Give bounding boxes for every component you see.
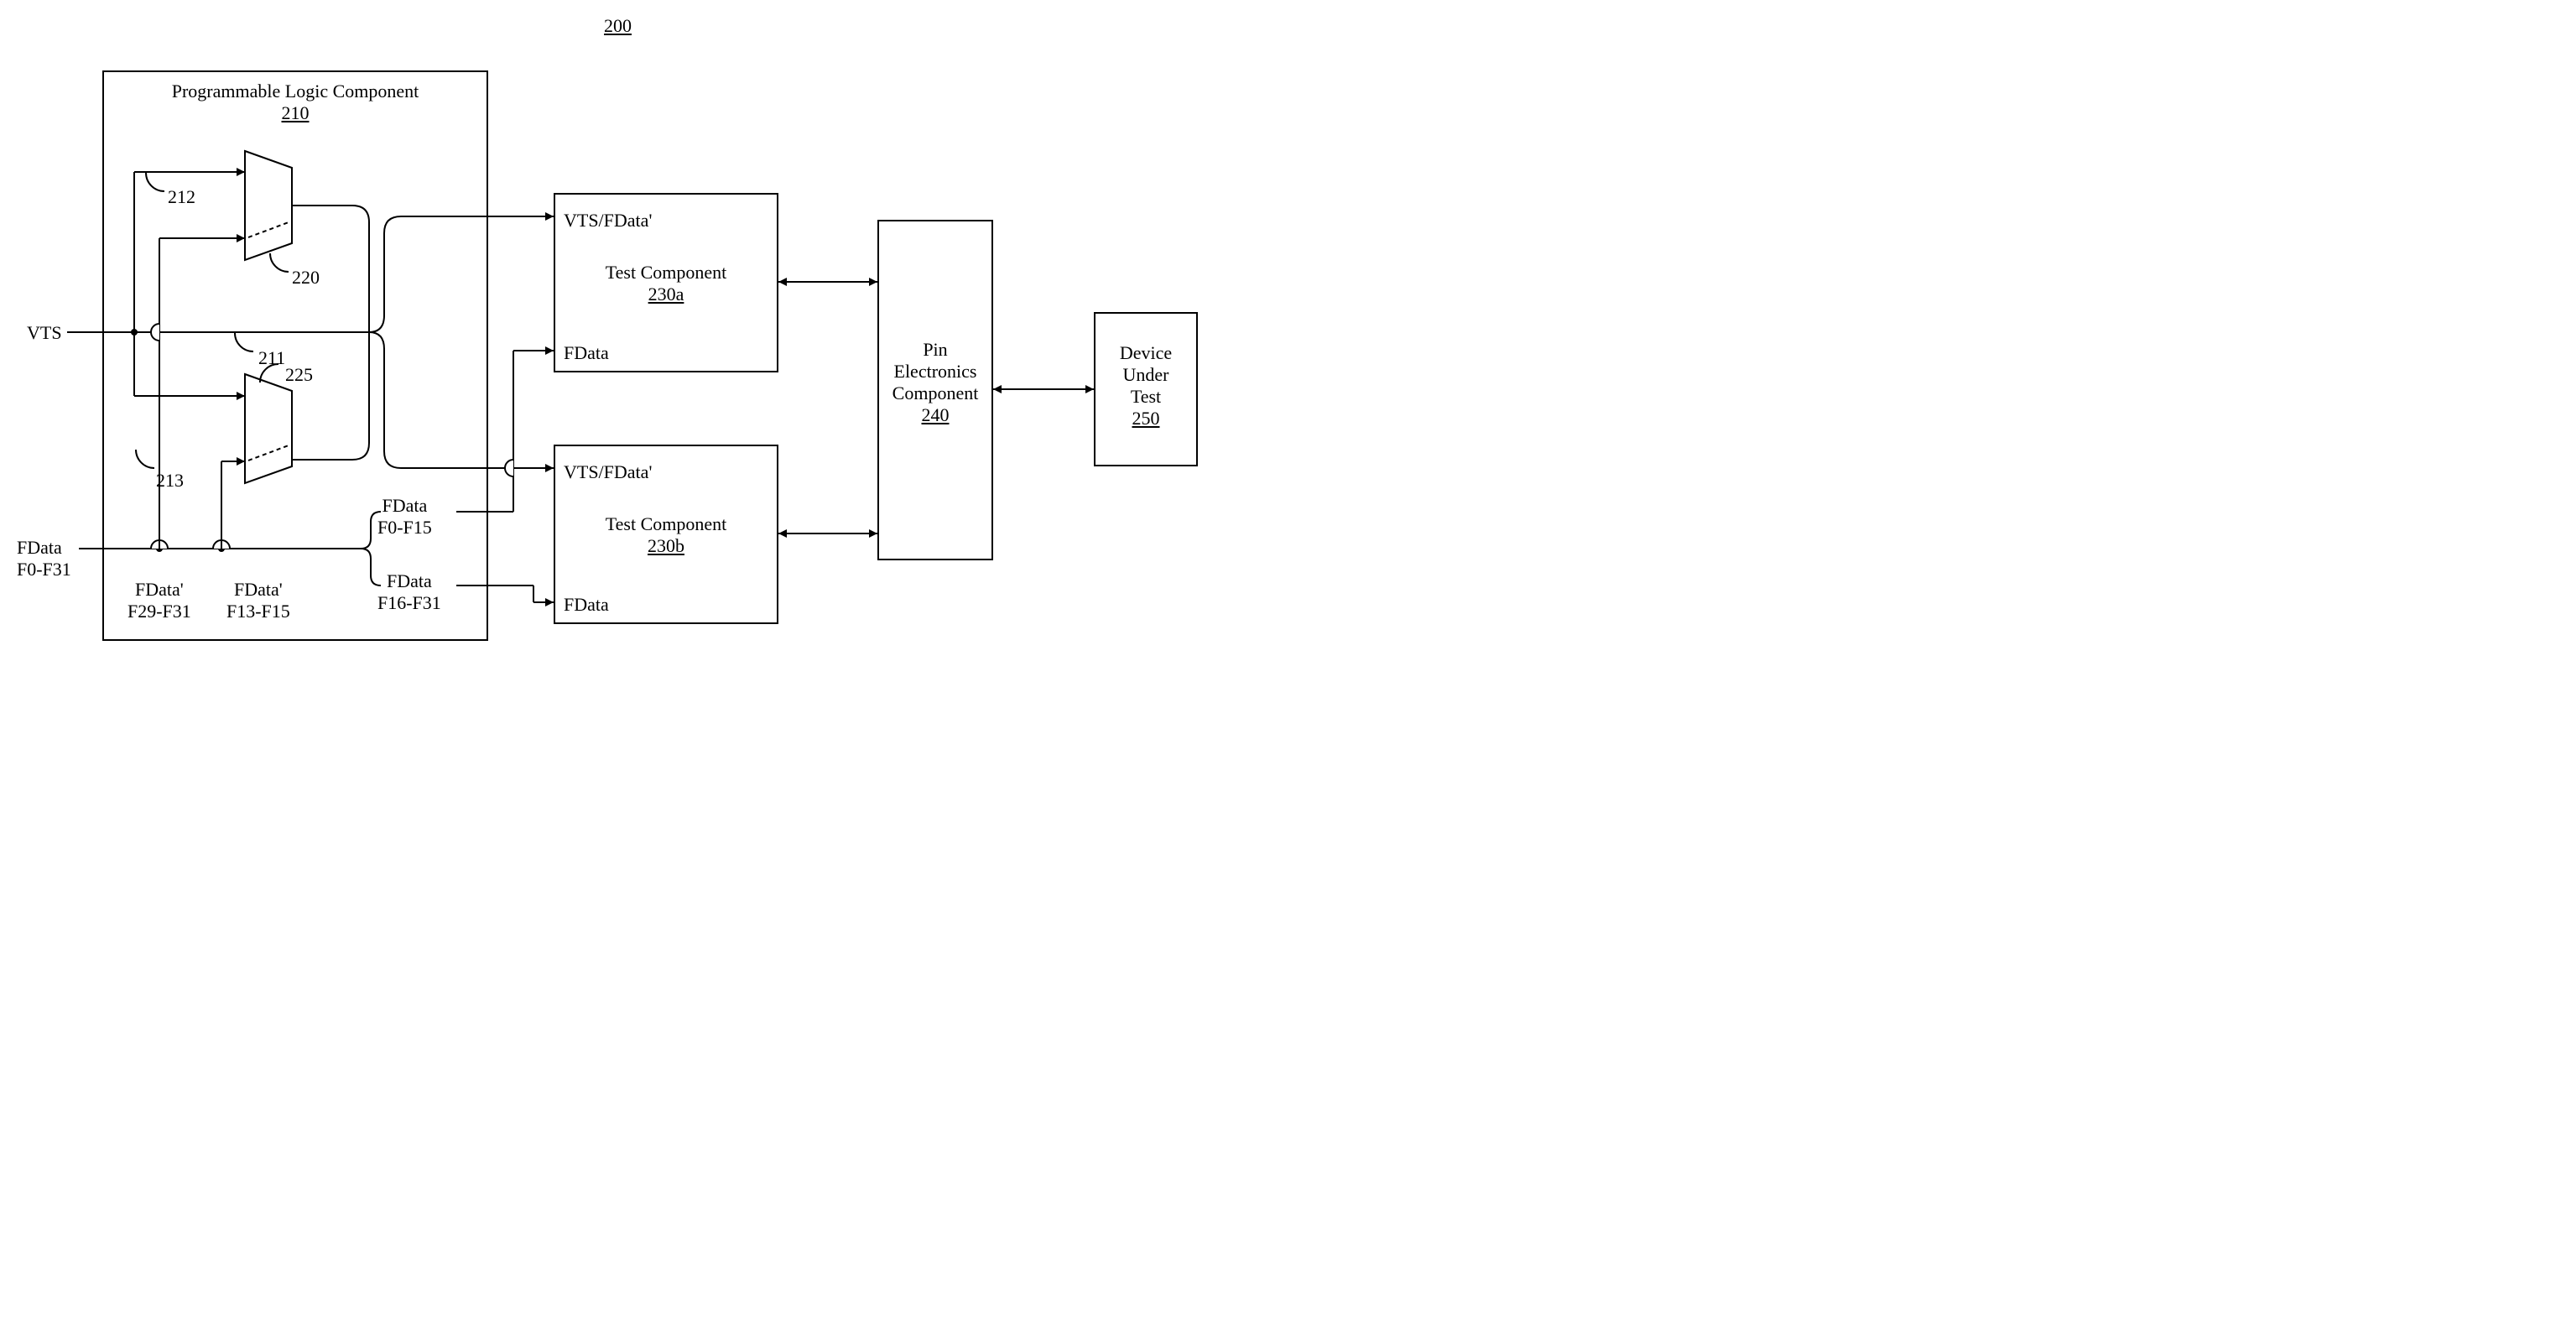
pin-line2: Electronics — [894, 361, 977, 382]
fdata-in-l2: F0-F31 — [17, 559, 71, 580]
ref-220: 220 — [292, 267, 320, 289]
test-b-port-top: VTS/FData' — [564, 461, 652, 483]
vts-in-label: VTS — [27, 322, 62, 344]
dut-title: Device Under Test 250 — [1120, 342, 1172, 429]
pin-line1: Pin — [923, 339, 947, 360]
fdata-split-bot-l1: FData — [387, 570, 432, 591]
ref-213: 213 — [156, 470, 184, 492]
fdata-prime-b-l2: F13-F15 — [226, 601, 290, 622]
pin-line3: Component — [892, 383, 979, 403]
fdata-prime-b-l1: FData' — [234, 579, 283, 600]
fdata-in-l1: FData — [17, 537, 62, 558]
test-a-port-top: VTS/FData' — [564, 210, 652, 232]
dut-line1: Device — [1120, 342, 1172, 363]
dut-ref: 250 — [1132, 408, 1159, 429]
fdata-prime-a-label: FData' F29-F31 — [127, 579, 191, 622]
box-test-a: VTS/FData' Test Component 230a FData — [554, 193, 778, 372]
fdata-split-top-l2: F0-F15 — [377, 517, 432, 538]
test-b-port-bottom: FData — [564, 594, 609, 616]
test-a-title-text: Test Component — [606, 262, 727, 283]
fdata-prime-a-l1: FData' — [135, 579, 184, 600]
box-pin: Pin Electronics Component 240 — [877, 220, 993, 560]
ref-211: 211 — [258, 347, 285, 369]
plc-title-text: Programmable Logic Component — [172, 81, 419, 101]
plc-title: Programmable Logic Component 210 — [172, 81, 419, 124]
fdata-split-bot-label: FData F16-F31 — [377, 570, 441, 614]
dut-line3: Test — [1131, 386, 1161, 407]
fdata-in-label: FData F0-F31 — [17, 537, 71, 580]
test-a-title: Test Component 230a — [606, 262, 727, 305]
fdata-prime-b-label: FData' F13-F15 — [226, 579, 290, 622]
test-b-title-text: Test Component — [606, 513, 727, 534]
diagram-canvas: 200 Programmable Logic Component 210 VTS… — [0, 0, 1246, 661]
fdata-split-top-label: FData F0-F15 — [377, 495, 432, 539]
ref-212: 212 — [168, 186, 195, 208]
fdata-split-bot-l2: F16-F31 — [377, 592, 441, 613]
dut-line2: Under — [1123, 364, 1169, 385]
plc-ref: 210 — [282, 102, 310, 123]
fdata-split-top-l1: FData — [382, 495, 428, 516]
pin-ref: 240 — [921, 404, 949, 425]
test-b-title: Test Component 230b — [606, 513, 727, 557]
test-a-ref: 230a — [648, 284, 684, 304]
pin-title: Pin Electronics Component 240 — [892, 339, 979, 426]
fdata-prime-a-l2: F29-F31 — [127, 601, 191, 622]
test-a-port-bottom: FData — [564, 342, 609, 364]
ref-225: 225 — [285, 364, 313, 386]
box-dut: Device Under Test 250 — [1094, 312, 1198, 466]
test-b-ref: 230b — [648, 535, 684, 556]
box-test-b: VTS/FData' Test Component 230b FData — [554, 445, 778, 624]
figure-number: 200 — [604, 15, 632, 37]
box-plc: Programmable Logic Component 210 — [102, 70, 488, 641]
